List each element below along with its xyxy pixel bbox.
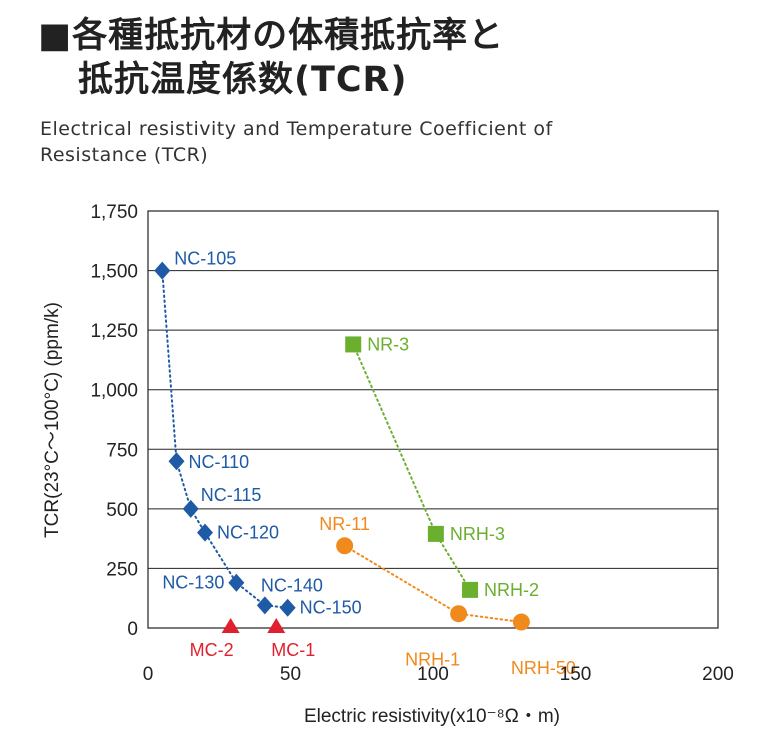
circle-marker: [512, 613, 530, 631]
x-tick-label: 100: [417, 664, 449, 685]
y-tick-label: 1,250: [90, 321, 138, 342]
point-label: NRH-1: [405, 650, 460, 670]
y-tick-label: 1,750: [90, 202, 138, 223]
point-label: NRH-3: [450, 524, 505, 544]
title-line-1: ■各種抵抗材の体積抵抗率と: [38, 16, 505, 56]
x-tick-label: 150: [560, 664, 592, 685]
data-markers: [154, 261, 530, 633]
point-label: NR-3: [367, 334, 409, 354]
y-tick-label: 1,500: [90, 262, 138, 283]
chart-subtitle: Electrical resistivity and Temperature C…: [40, 118, 553, 166]
circle-marker: [336, 537, 354, 555]
square-marker: [427, 525, 444, 542]
series-line: [343, 544, 523, 624]
y-tick-label: 750: [106, 440, 138, 461]
series-line: [352, 343, 472, 591]
point-label: NC-110: [189, 452, 250, 472]
point-label: NC-150: [300, 598, 362, 618]
x-tick-label: 200: [702, 664, 734, 685]
point-label: NRH-2: [484, 580, 539, 600]
series-line: [161, 269, 289, 609]
square-marker: [345, 336, 362, 353]
y-tick-label: 1,000: [90, 381, 138, 402]
circle-marker: [450, 605, 468, 623]
x-axis-label: Electric resistivity(x10⁻⁸Ω・m): [304, 706, 560, 727]
diamond-marker: [182, 499, 199, 518]
point-label: NC-120: [217, 523, 279, 543]
point-label: NC-105: [174, 249, 236, 269]
diamond-marker: [168, 452, 185, 471]
diamond-marker: [197, 523, 213, 542]
chart-title: ■各種抵抗材の体積抵抗率と 抵抗温度係数(TCR): [38, 14, 504, 102]
y-axis-label: TCR(23°C～100°C) (ppm/k): [42, 302, 63, 538]
series-lines: [161, 269, 523, 624]
diamond-marker: [279, 598, 296, 617]
grid-lines: [148, 270, 718, 569]
point-label: NC-115: [201, 485, 262, 505]
point-label: MC-1: [271, 640, 315, 660]
triangle-marker: [267, 618, 286, 633]
point-label: NRH-50: [511, 658, 576, 678]
diamond-marker: [154, 261, 171, 280]
point-label: NC-130: [162, 573, 224, 593]
diamond-marker: [256, 596, 273, 615]
point-label: NC-140: [261, 575, 323, 595]
point-label: NR-11: [319, 514, 370, 534]
axis-ticks: 0 250 500 750 1,000 1,250 1,500 1,750 0 50 100 150 2…: [90, 202, 733, 685]
square-marker: [462, 581, 479, 598]
triangle-marker: [221, 618, 240, 633]
point-labels: NC-105 NC-110 NC-115 NC-120 NC-130 NC-140 NC-1…: [162, 249, 576, 678]
x-tick-label: 50: [280, 664, 301, 685]
y-tick-label: 500: [106, 500, 138, 521]
diamond-marker: [228, 573, 245, 592]
title-line-2: 抵抗温度係数(TCR): [78, 60, 408, 100]
y-tick-label: 0: [127, 619, 138, 640]
y-tick-label: 250: [106, 559, 138, 580]
plot-frame: [147, 210, 719, 629]
point-label: MC-2: [190, 640, 234, 660]
x-tick-label: 0: [143, 664, 154, 685]
